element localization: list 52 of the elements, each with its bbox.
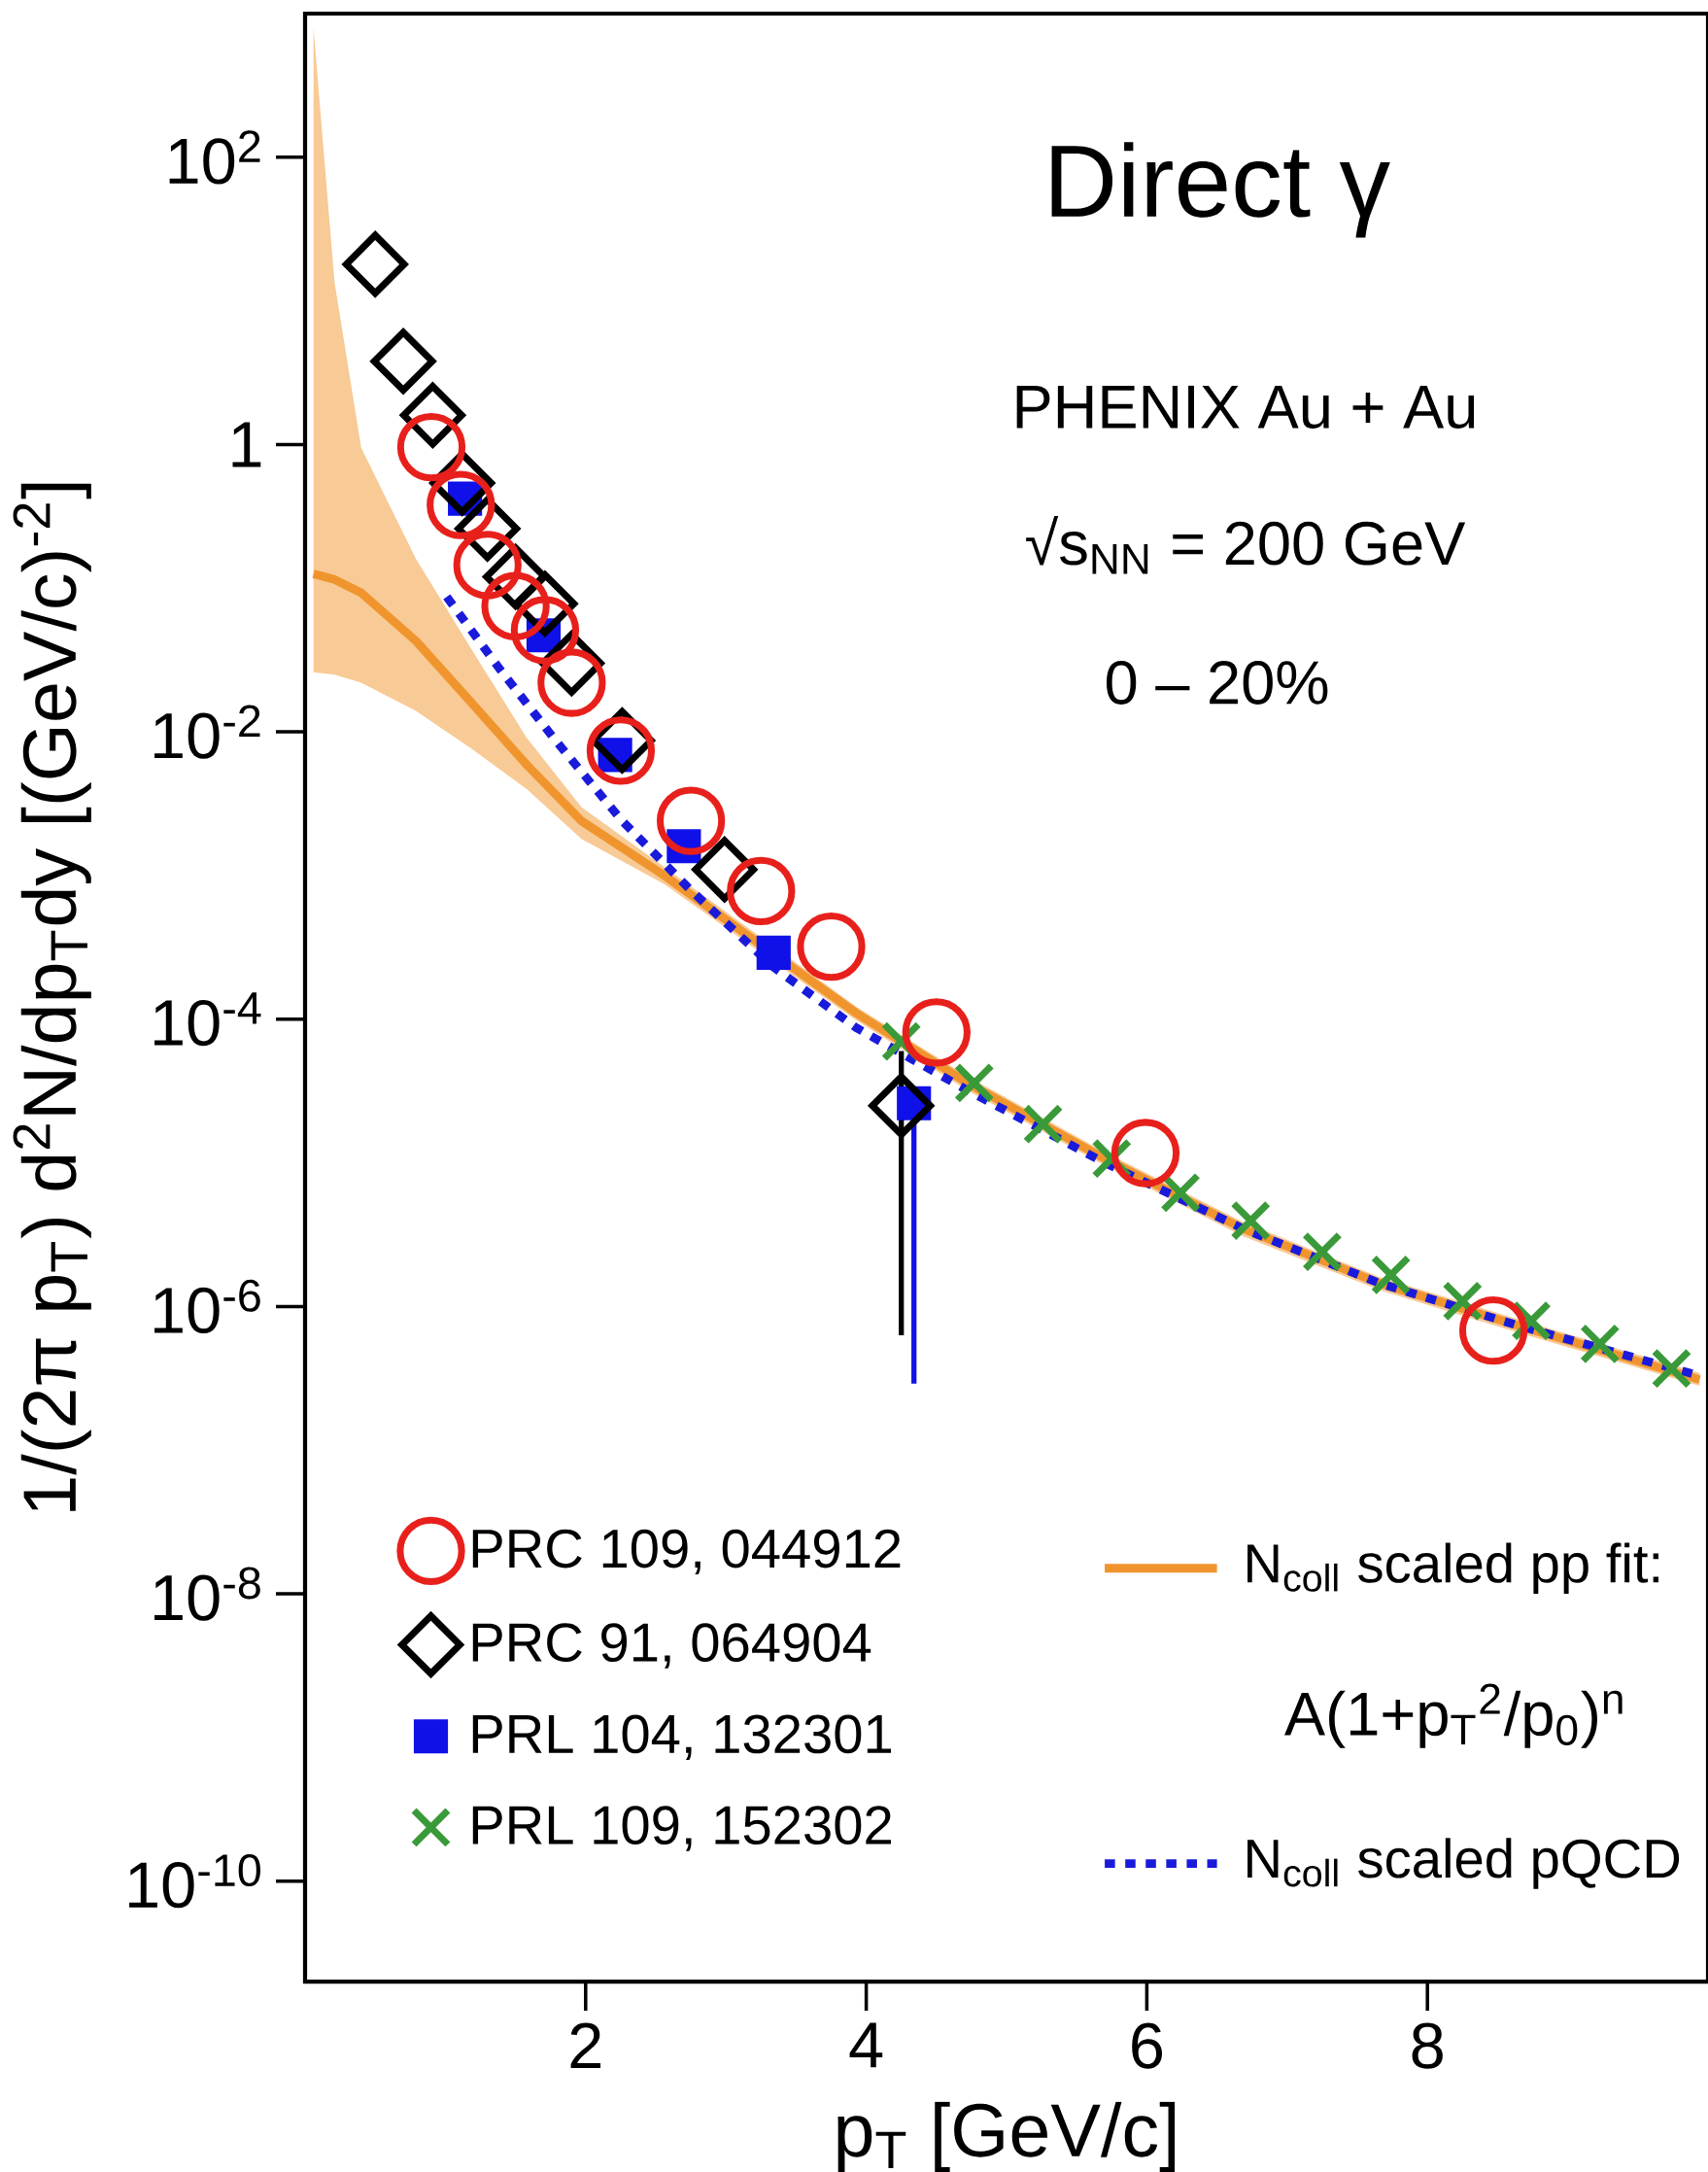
legend-label: N$_{coll}$ scaled pQCD — [1247, 1838, 1680, 1889]
x-tick-label: 6 — [1132, 2022, 1163, 2069]
x-tick-label: 2 — [570, 2022, 601, 2069]
point — [1160, 1172, 1201, 1214]
annotation: PHENIX Au + Au — [1016, 385, 1475, 430]
annotation: 0 – 20% — [1107, 661, 1328, 705]
point — [481, 571, 550, 640]
y-tick-label: 10$^{-2}$ — [154, 705, 260, 759]
point — [1442, 1280, 1484, 1322]
point — [692, 837, 758, 903]
point — [902, 998, 971, 1067]
point — [1230, 1200, 1272, 1241]
point — [400, 382, 465, 448]
point — [797, 912, 866, 982]
legend-label: PRC 91, 064904 — [472, 1623, 871, 1669]
point — [427, 470, 495, 539]
x-tick-label: 4 — [849, 2022, 883, 2068]
legend-label: PRL 109, 152302 — [472, 1806, 891, 1851]
point — [537, 648, 606, 717]
point — [396, 412, 466, 482]
point — [953, 1062, 995, 1104]
point — [1458, 1296, 1528, 1365]
point — [1110, 1119, 1180, 1188]
annotation: A(1+p$_{T}$$^{2}$/p$_{0}$)$^{n}$ — [1284, 1683, 1623, 1748]
legend-label: PRL 104, 132301 — [472, 1714, 892, 1760]
x-tick-label: 8 — [1412, 2022, 1443, 2069]
point — [1022, 1103, 1064, 1145]
y-tick-label: 10$^{-6}$ — [154, 1279, 260, 1334]
text: Direct γ — [1051, 142, 1390, 238]
point — [342, 231, 408, 297]
x-axis-title: p$_{T}$ [GeV/c] — [837, 2101, 1176, 2172]
point — [1651, 1348, 1692, 1390]
point — [586, 716, 656, 785]
legend-label: N$_{coll}$ scaled pp fit: — [1247, 1542, 1659, 1594]
point — [1370, 1254, 1412, 1295]
point — [453, 531, 522, 600]
point — [370, 328, 436, 395]
point — [1579, 1323, 1621, 1364]
y-tick-label: 10$^{2}$ — [169, 130, 260, 185]
annotation: √s$_{NN}$ = 200 GeV — [1026, 515, 1466, 574]
point — [656, 786, 726, 855]
y-tick-label: 10$^{-8}$ — [154, 1567, 260, 1621]
point — [727, 856, 796, 926]
legend-label: PRC 109, 044912 — [472, 1529, 901, 1575]
point — [1301, 1231, 1343, 1273]
point — [510, 596, 580, 665]
point — [869, 1073, 935, 1139]
point — [756, 935, 791, 970]
text: 1/(2π p$_{T}$) d$^{2}$N/dp$_{T}$dy [(GeV/c)$^{-2}$] — [13, 483, 91, 1511]
y-tick-label: 10$^{-4}$ — [154, 992, 261, 1047]
y-tick-label: 10$^{-10}$ — [129, 1854, 260, 1909]
y-tick-label: 1 — [232, 422, 261, 467]
